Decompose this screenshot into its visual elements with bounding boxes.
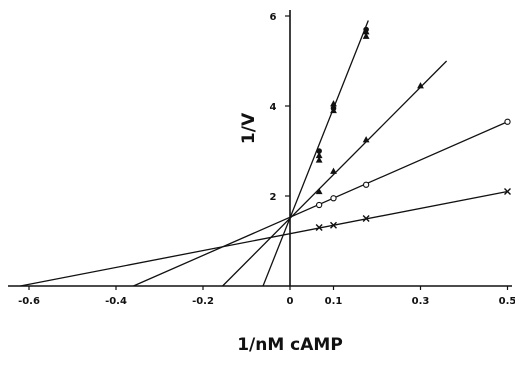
data-point-cross [315,224,323,231]
x-tick-label: 0 [287,296,294,307]
data-points [315,26,511,231]
x-tick-label: -0.4 [105,296,127,307]
tick-marks: -0.6 -0.4 -0.2 0 0.1 0.3 0.5 2 4 6 [18,12,515,307]
data-point-filled-triangle [315,151,323,159]
y-tick-label: 6 [270,12,277,23]
data-point-cross [362,215,370,222]
data-point-filled-triangle [330,100,337,107]
data-point-open-circle [362,181,370,188]
x-tick-label: 0.3 [412,296,430,307]
data-point-open-circle [315,201,323,209]
data-point-cross [504,188,511,195]
data-point-open-circle [330,195,337,202]
x-axis-title: 1/nM cAMP [237,335,343,355]
x-tick-label: -0.6 [18,296,40,307]
data-point-filled-triangle [417,82,424,89]
data-point-cross [330,221,337,229]
data-point-filled-circle [363,26,369,33]
x-tick-label: 0.1 [325,296,343,307]
data-point-filled-circle [316,148,322,154]
axes [8,10,512,287]
y-tick-label: 4 [270,102,277,113]
y-tick-label: 2 [270,192,277,203]
data-point-filled-circle [330,105,337,112]
data-point-open-circle [504,118,511,125]
regression-lines [20,20,508,287]
data-point-filled-triangle [362,136,370,143]
x-tick-label: 0.5 [499,296,515,307]
data-point-filled-triangle [315,187,323,195]
regression-line-5 [20,190,508,287]
regression-line-1 [262,20,369,287]
y-axis-title: 1/V [239,112,259,144]
data-point-filled-triangle [362,32,370,39]
data-point-filled-triangle [315,156,323,163]
data-point-filled-triangle [330,167,337,174]
x-tick-label: -0.2 [192,296,214,307]
